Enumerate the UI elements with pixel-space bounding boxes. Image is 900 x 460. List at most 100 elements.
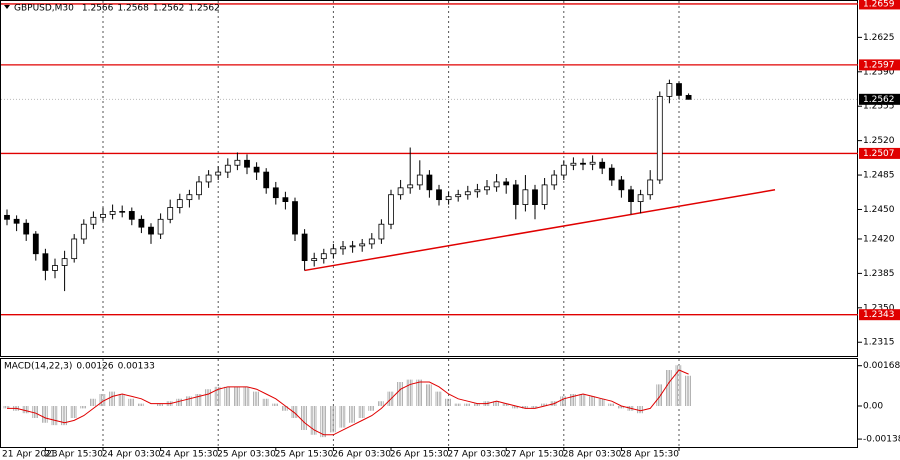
candle-body <box>426 174 433 191</box>
y-tick-label: 1.2520 <box>863 136 895 146</box>
level-label: 1.2507 <box>863 149 895 159</box>
candle-body <box>397 187 404 196</box>
symbol-title: GBPUSD,M30 <box>14 4 74 14</box>
candle-body <box>599 161 606 169</box>
candle-body <box>52 265 58 271</box>
candle-body <box>541 184 548 205</box>
trendline <box>304 189 776 272</box>
macd-panel <box>0 358 858 448</box>
candle-body <box>23 222 30 235</box>
candle-body <box>167 207 174 220</box>
candle-body <box>32 233 39 255</box>
candle-body <box>445 196 452 201</box>
level-tag <box>859 147 900 159</box>
candle-body <box>311 258 318 262</box>
candle-body <box>676 83 682 96</box>
y-tick-label: 0.00 <box>863 401 883 411</box>
candle-body <box>109 211 116 215</box>
y-tick-label: 0.00168 <box>863 361 900 371</box>
candle-body <box>407 184 414 189</box>
candle-body <box>71 238 78 260</box>
candle-body <box>292 201 298 235</box>
y-tick-label: 1.2350 <box>863 303 895 313</box>
plot <box>1 3 858 438</box>
x-tick-label: 27 Apr 15:30 <box>505 450 564 460</box>
candle-body <box>493 181 500 188</box>
candle-body <box>570 162 577 166</box>
price-tag <box>859 93 900 105</box>
candle-body <box>647 179 654 196</box>
candle-body <box>176 199 183 208</box>
level-tag <box>859 309 900 321</box>
candle-body <box>608 167 615 181</box>
candle-body <box>100 213 106 218</box>
candle-body <box>340 246 346 250</box>
candle-body <box>359 243 366 247</box>
x-tick-label: 25 Apr 03:30 <box>217 450 276 460</box>
y-tick-label: 1.2450 <box>863 205 895 215</box>
candle-body <box>474 189 481 193</box>
candle-body <box>522 189 529 205</box>
candle-body <box>119 211 126 213</box>
candle-body <box>388 194 394 225</box>
header-value: 1.2566 <box>82 4 114 14</box>
candle-body <box>320 253 327 260</box>
candle-body <box>368 238 375 245</box>
grid <box>1 1 858 447</box>
level-tag <box>859 0 900 10</box>
candle-body <box>656 95 663 181</box>
candle-body <box>512 184 519 205</box>
candle-body <box>560 164 567 176</box>
candle-body <box>138 218 145 228</box>
candle-body <box>580 162 586 165</box>
candle-body <box>464 191 471 196</box>
level-label: 1.2343 <box>863 310 895 320</box>
candle-body <box>234 159 241 166</box>
y-tick-label: 1.2385 <box>863 269 895 279</box>
candle-body <box>263 171 270 189</box>
macd-value: 0.00126 <box>76 362 113 372</box>
candle-body <box>80 223 87 240</box>
candle-body <box>666 83 673 97</box>
candle-body <box>618 179 625 191</box>
x-tick-label: 26 Apr 03:30 <box>332 450 391 460</box>
candle-body <box>484 186 490 191</box>
candle-body <box>205 174 212 183</box>
candle-body <box>637 194 644 203</box>
candle-body <box>13 218 20 224</box>
y-tick-label: 1.2590 <box>863 67 895 77</box>
candle-body <box>330 248 337 255</box>
candle-body <box>272 187 279 199</box>
candle-body <box>215 171 222 176</box>
x-tick-label: 24 Apr 03:30 <box>102 450 161 460</box>
candle-body <box>349 245 356 248</box>
macd-value: 0.00133 <box>118 362 155 372</box>
macd-title: MACD(14,22,3) <box>4 362 72 372</box>
candle-body <box>90 216 97 225</box>
x-tick-label: 24 Apr 15:30 <box>160 450 219 460</box>
x-tick-label: 21 Apr 15:30 <box>44 450 103 460</box>
candle-body <box>157 218 164 235</box>
candle-body <box>282 197 289 203</box>
level-label: 1.2659 <box>863 0 895 9</box>
candle-body <box>436 189 442 201</box>
candle-body <box>253 166 260 173</box>
y-tick-label: 1.2315 <box>863 338 895 348</box>
candle-body <box>128 211 135 220</box>
level-tag <box>859 59 900 71</box>
y-tick-label: 1.2625 <box>863 33 895 43</box>
candle-body <box>148 226 154 235</box>
x-tick-label: 26 Apr 15:30 <box>390 450 449 460</box>
header-value: 1.2562 <box>188 4 220 14</box>
level-label: 1.2597 <box>863 60 895 70</box>
y-tick-label: 1.2420 <box>863 234 895 244</box>
candle-body <box>455 194 462 198</box>
candle-body <box>628 189 634 203</box>
x-tick-label: 28 Apr 15:30 <box>620 450 679 460</box>
title-arrow <box>4 5 10 9</box>
candle-body <box>416 174 423 186</box>
candle-body <box>685 94 692 100</box>
candle-body <box>4 214 10 220</box>
candle-body <box>224 164 231 173</box>
